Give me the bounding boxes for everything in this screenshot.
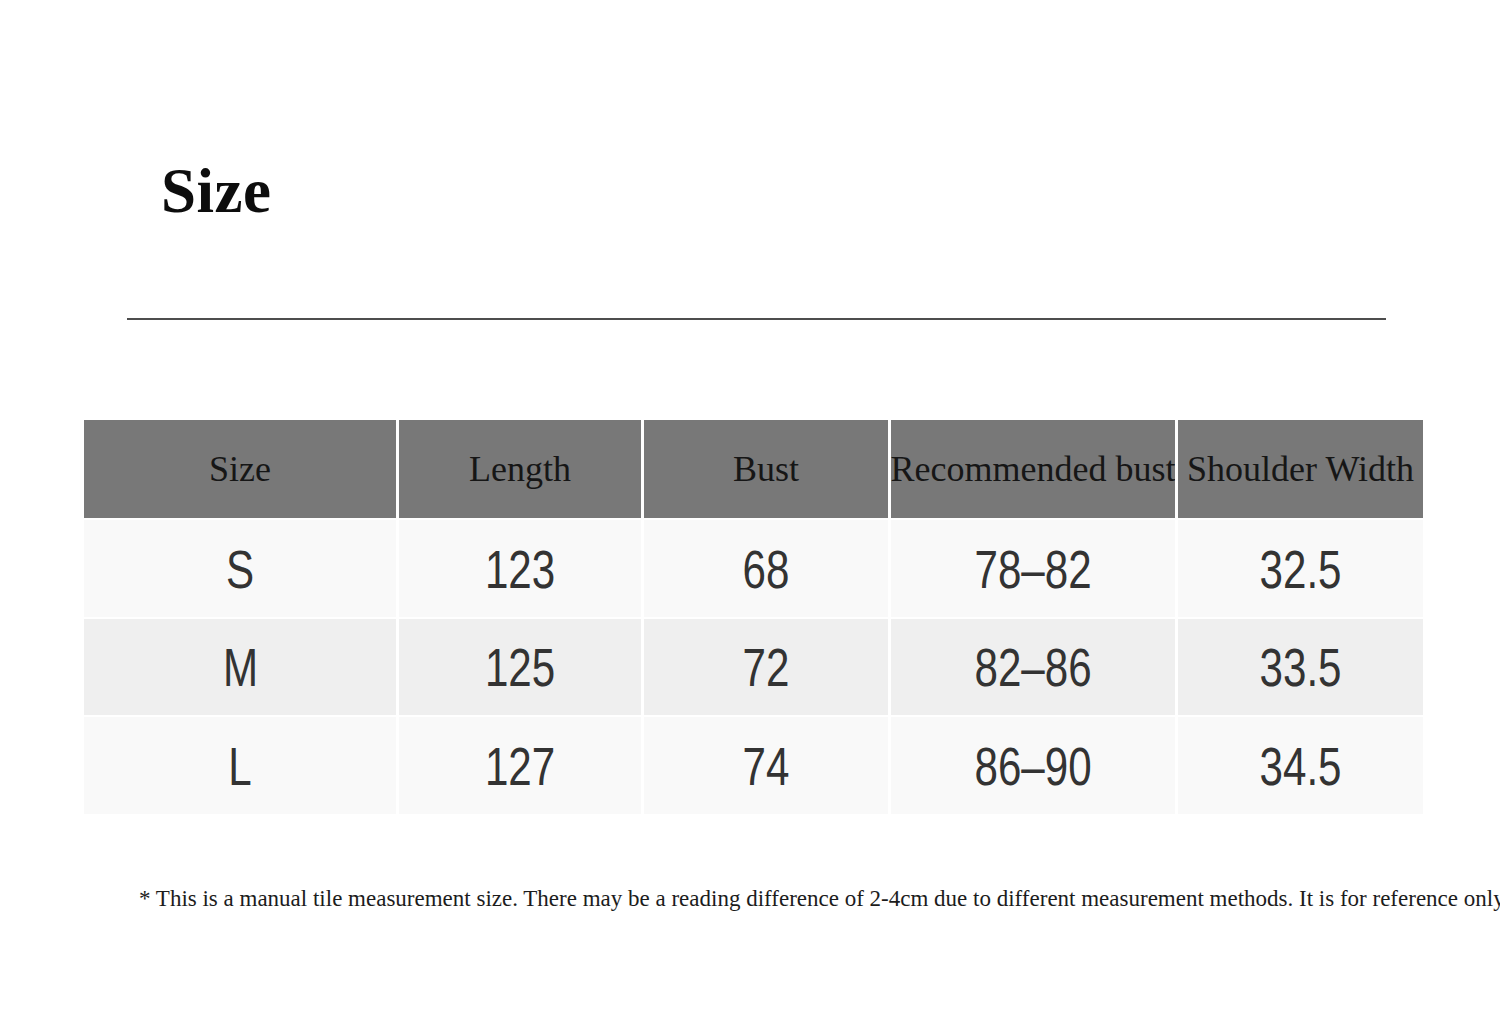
table-cell-bust-l: 74 [644,717,888,814]
cell-value: 32.5 [1259,538,1341,600]
size-chart-section: Size Size Length Bust Recommended bust S… [0,0,1500,1034]
cell-value: 127 [485,735,555,797]
table-cell-size-l: L [84,717,396,814]
header-cell-recommended-bust: Recommended bust [891,420,1175,518]
table-cell-length-s: 123 [399,520,641,617]
cell-value: M [222,636,257,698]
cell-value: L [228,735,251,797]
cell-value: 34.5 [1259,735,1341,797]
table-cell-size-m: M [84,619,396,715]
table-cell-size-s: S [84,520,396,617]
cell-value: 68 [743,538,790,600]
table-cell-length-l: 127 [399,717,641,814]
cell-value: 33.5 [1259,636,1341,698]
table-cell-shoulder-width-s: 32.5 [1178,520,1423,617]
header-cell-size: Size [84,420,396,518]
table-cell-recommended-bust-l: 86–90 [891,717,1175,814]
header-cell-bust: Bust [644,420,888,518]
cell-value: 82–86 [974,636,1091,698]
size-table: Size Length Bust Recommended bust Should… [84,420,1423,814]
cell-value: 123 [485,538,555,600]
header-cell-shoulder-width: Shoulder Width [1178,420,1423,518]
table-cell-recommended-bust-s: 78–82 [891,520,1175,617]
table-cell-recommended-bust-m: 82–86 [891,619,1175,715]
table-cell-bust-s: 68 [644,520,888,617]
table-cell-shoulder-width-m: 33.5 [1178,619,1423,715]
table-cell-length-m: 125 [399,619,641,715]
cell-value: 125 [485,636,555,698]
table-cell-bust-m: 72 [644,619,888,715]
table-cell-shoulder-width-l: 34.5 [1178,717,1423,814]
cell-value: 72 [743,636,790,698]
cell-value: 86–90 [974,735,1091,797]
header-cell-length: Length [399,420,641,518]
cell-value: 74 [743,735,790,797]
footnote: * This is a manual tile measurement size… [84,886,1424,912]
page-title: Size [161,158,271,224]
cell-value: S [226,538,254,600]
cell-value: 78–82 [974,538,1091,600]
section-divider [127,318,1386,320]
